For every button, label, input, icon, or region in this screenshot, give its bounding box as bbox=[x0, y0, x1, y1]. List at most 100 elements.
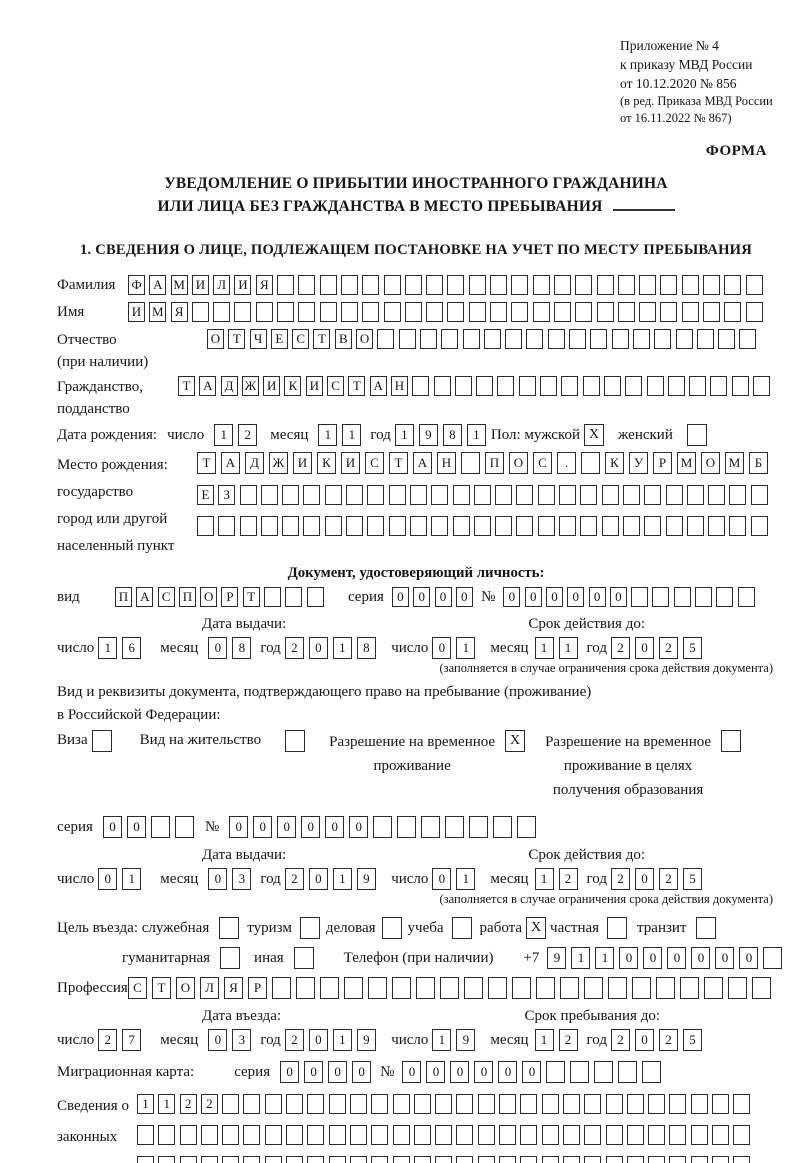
char-cell[interactable]: С bbox=[292, 329, 310, 349]
empty-cell[interactable] bbox=[541, 1094, 559, 1114]
empty-cell[interactable] bbox=[690, 1156, 708, 1163]
char-cell[interactable]: 1 bbox=[332, 1029, 352, 1051]
empty-cell[interactable] bbox=[605, 1156, 623, 1163]
empty-cell[interactable] bbox=[426, 275, 444, 295]
empty-cell[interactable] bbox=[447, 302, 465, 322]
empty-cell[interactable] bbox=[724, 302, 742, 322]
empty-cell[interactable] bbox=[611, 329, 629, 349]
char-cell[interactable]: 0 bbox=[455, 587, 473, 607]
empty-cell[interactable] bbox=[745, 275, 763, 295]
empty-cell[interactable] bbox=[298, 302, 316, 322]
char-cell[interactable]: 5 bbox=[683, 1029, 702, 1051]
empty-cell[interactable] bbox=[219, 917, 240, 939]
empty-cell[interactable] bbox=[537, 485, 555, 505]
empty-cell[interactable] bbox=[520, 1094, 538, 1114]
empty-cell[interactable] bbox=[516, 516, 534, 536]
empty-cell[interactable] bbox=[570, 1061, 590, 1083]
empty-cell[interactable] bbox=[447, 275, 465, 295]
empty-cell[interactable] bbox=[562, 1125, 580, 1145]
empty-cell[interactable] bbox=[191, 302, 209, 322]
empty-cell[interactable] bbox=[493, 816, 513, 838]
empty-cell[interactable] bbox=[516, 485, 534, 505]
empty-cell[interactable] bbox=[575, 302, 593, 322]
char-cell[interactable]: М bbox=[677, 452, 696, 474]
empty-cell[interactable] bbox=[277, 302, 295, 322]
char-cell[interactable]: 8 bbox=[442, 424, 462, 446]
empty-cell[interactable] bbox=[560, 977, 579, 999]
char-cell[interactable]: С bbox=[327, 376, 345, 396]
char-cell[interactable]: А bbox=[369, 376, 387, 396]
empty-cell[interactable] bbox=[582, 376, 600, 396]
empty-cell[interactable] bbox=[644, 516, 662, 536]
empty-cell[interactable] bbox=[416, 977, 435, 999]
empty-cell[interactable] bbox=[239, 516, 257, 536]
empty-cell[interactable] bbox=[520, 1125, 538, 1145]
empty-cell[interactable] bbox=[673, 587, 691, 607]
empty-cell[interactable] bbox=[483, 329, 501, 349]
empty-cell[interactable] bbox=[710, 376, 728, 396]
char-cell[interactable]: 0 bbox=[229, 816, 249, 838]
empty-cell[interactable] bbox=[349, 1156, 367, 1163]
empty-cell[interactable] bbox=[454, 376, 472, 396]
empty-cell[interactable] bbox=[398, 329, 416, 349]
char-cell[interactable]: Б bbox=[749, 452, 768, 474]
char-cell[interactable]: О bbox=[509, 452, 528, 474]
empty-cell[interactable] bbox=[477, 1125, 495, 1145]
empty-cell[interactable] bbox=[381, 917, 402, 939]
char-cell[interactable]: В bbox=[334, 329, 352, 349]
empty-cell[interactable] bbox=[445, 816, 465, 838]
empty-cell[interactable] bbox=[733, 1125, 751, 1145]
empty-cell[interactable] bbox=[431, 516, 449, 536]
char-cell[interactable]: 0 bbox=[277, 816, 297, 838]
empty-cell[interactable] bbox=[340, 302, 358, 322]
char-cell[interactable]: 8 bbox=[232, 637, 252, 659]
empty-cell[interactable] bbox=[733, 1094, 751, 1114]
char-cell[interactable]: 0 bbox=[434, 587, 452, 607]
empty-cell[interactable] bbox=[200, 1125, 218, 1145]
empty-cell[interactable] bbox=[601, 485, 619, 505]
empty-cell[interactable] bbox=[703, 275, 721, 295]
empty-cell[interactable] bbox=[477, 1156, 495, 1163]
char-cell[interactable]: И bbox=[341, 452, 360, 474]
empty-cell[interactable] bbox=[753, 376, 771, 396]
char-cell[interactable]: М bbox=[170, 275, 188, 295]
char-cell[interactable]: 0 bbox=[208, 637, 228, 659]
empty-cell[interactable] bbox=[607, 917, 628, 939]
empty-cell[interactable] bbox=[584, 1125, 602, 1145]
empty-cell[interactable] bbox=[511, 302, 529, 322]
char-cell[interactable]: 0 bbox=[635, 637, 654, 659]
empty-cell[interactable] bbox=[690, 1094, 708, 1114]
empty-cell[interactable] bbox=[739, 329, 757, 349]
empty-cell[interactable] bbox=[654, 329, 672, 349]
char-cell[interactable]: 0 bbox=[609, 587, 627, 607]
char-cell[interactable]: Е bbox=[270, 329, 288, 349]
empty-cell[interactable] bbox=[412, 376, 430, 396]
empty-cell[interactable] bbox=[349, 1094, 367, 1114]
empty-cell[interactable] bbox=[328, 1094, 346, 1114]
char-cell[interactable]: 0 bbox=[567, 587, 585, 607]
empty-cell[interactable] bbox=[307, 1125, 325, 1145]
char-cell[interactable]: 1 bbox=[214, 424, 234, 446]
char-cell[interactable]: 0 bbox=[691, 947, 711, 969]
empty-cell[interactable] bbox=[605, 1125, 623, 1145]
char-cell[interactable]: 9 bbox=[418, 424, 438, 446]
empty-cell[interactable] bbox=[696, 917, 717, 939]
empty-cell[interactable] bbox=[476, 376, 494, 396]
char-cell[interactable]: 0 bbox=[301, 816, 321, 838]
empty-cell[interactable] bbox=[680, 977, 699, 999]
empty-cell[interactable] bbox=[158, 1125, 176, 1145]
char-cell[interactable]: 0 bbox=[208, 868, 228, 890]
empty-cell[interactable] bbox=[752, 977, 771, 999]
empty-cell[interactable] bbox=[260, 516, 278, 536]
empty-cell[interactable] bbox=[383, 302, 401, 322]
char-cell[interactable]: 0 bbox=[280, 1061, 300, 1083]
char-cell[interactable]: 2 bbox=[98, 1029, 118, 1051]
char-cell[interactable]: 0 bbox=[503, 587, 521, 607]
empty-cell[interactable] bbox=[349, 1125, 367, 1145]
char-cell[interactable]: Ж bbox=[241, 376, 259, 396]
empty-cell[interactable] bbox=[669, 1125, 687, 1145]
empty-cell[interactable] bbox=[371, 1125, 389, 1145]
empty-cell[interactable] bbox=[526, 329, 544, 349]
empty-cell[interactable] bbox=[733, 1156, 751, 1163]
empty-cell[interactable] bbox=[690, 1125, 708, 1145]
